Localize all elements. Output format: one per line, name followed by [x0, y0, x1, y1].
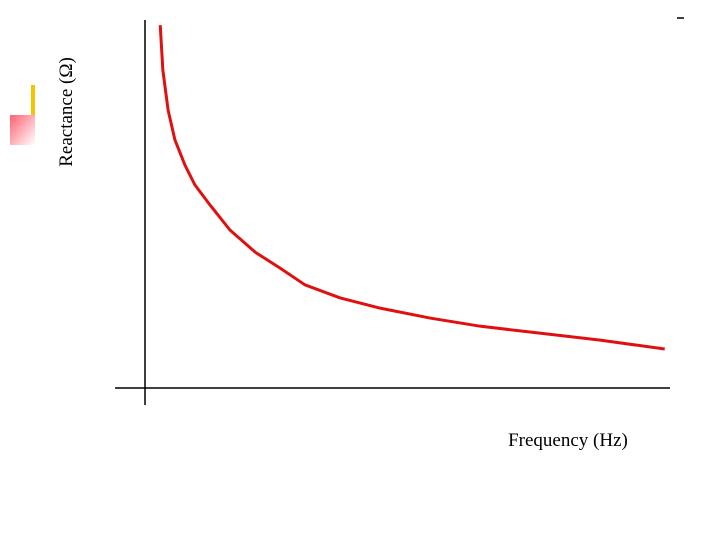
data-line — [158, 25, 665, 351]
y-axis-title: Reactance (Ω) — [56, 57, 77, 167]
x-axis-title: Frequency (Hz) — [508, 430, 628, 451]
decor-bar — [31, 85, 35, 115]
decor-square — [10, 115, 35, 145]
